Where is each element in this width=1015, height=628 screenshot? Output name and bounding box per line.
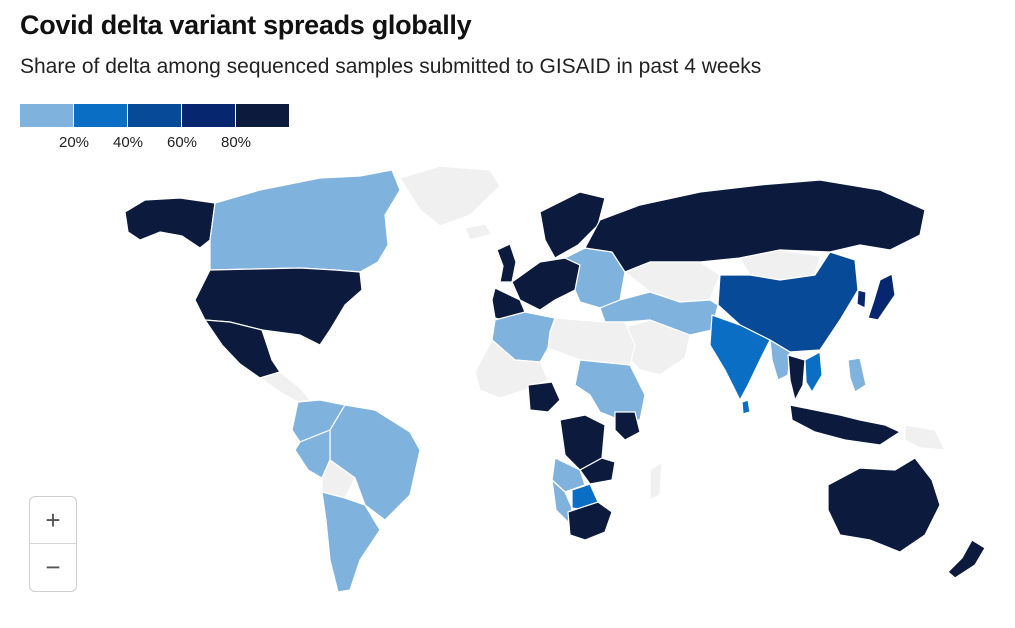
country-myanmar[interactable] xyxy=(769,339,791,381)
country-north-africa[interactable] xyxy=(547,317,636,366)
zoom-in-button[interactable]: + xyxy=(45,504,61,535)
legend-swatches xyxy=(20,104,290,127)
country-thailand[interactable] xyxy=(787,354,806,401)
country-vietnam[interactable] xyxy=(804,351,823,393)
country-australia[interactable] xyxy=(827,457,941,553)
country-central-america[interactable] xyxy=(259,371,311,403)
country-scandinavia[interactable] xyxy=(539,191,606,259)
country-png[interactable] xyxy=(904,424,946,451)
country-south-africa[interactable] xyxy=(567,501,613,541)
zoom-out-button[interactable]: − xyxy=(30,543,76,590)
country-argentina-chile[interactable] xyxy=(321,491,381,593)
color-legend: 20% 40% 60% 80% xyxy=(20,104,290,154)
country-madagascar[interactable] xyxy=(649,461,663,501)
legend-tick-80: 80% xyxy=(220,134,252,151)
country-east-africa[interactable] xyxy=(574,359,646,421)
country-korea[interactable] xyxy=(856,289,867,309)
country-western-europe[interactable] xyxy=(511,257,581,311)
country-iceland[interactable] xyxy=(464,223,493,241)
zoom-control: + − xyxy=(29,496,77,592)
legend-swatch-0 xyxy=(20,104,73,127)
map-title: Covid delta variant spreads globally xyxy=(20,10,472,40)
country-zambia[interactable] xyxy=(579,457,616,485)
legend-tick-20: 20% xyxy=(58,134,90,151)
legend-swatch-2 xyxy=(128,104,181,127)
legend-swatch-3 xyxy=(182,104,235,127)
country-canada[interactable] xyxy=(209,169,401,273)
legend-swatch-4 xyxy=(236,104,289,127)
country-new-zealand[interactable] xyxy=(947,539,986,579)
country-indonesia[interactable] xyxy=(789,404,901,446)
country-nigeria[interactable] xyxy=(527,381,561,413)
legend-tick-40: 40% xyxy=(112,134,144,151)
country-uk[interactable] xyxy=(496,243,517,283)
legend-swatch-1 xyxy=(74,104,127,127)
country-japan[interactable] xyxy=(867,273,896,321)
legend-tick-60: 60% xyxy=(166,134,198,151)
world-map[interactable] xyxy=(0,150,1015,628)
country-west-africa[interactable] xyxy=(474,339,549,399)
country-philippines[interactable] xyxy=(847,357,867,393)
country-greenland[interactable] xyxy=(399,165,501,227)
map-subtitle: Share of delta among sequenced samples s… xyxy=(20,55,762,78)
country-kenya[interactable] xyxy=(614,411,641,441)
country-india[interactable] xyxy=(709,314,771,401)
country-sri-lanka[interactable] xyxy=(741,399,751,415)
country-alaska[interactable] xyxy=(124,197,216,249)
